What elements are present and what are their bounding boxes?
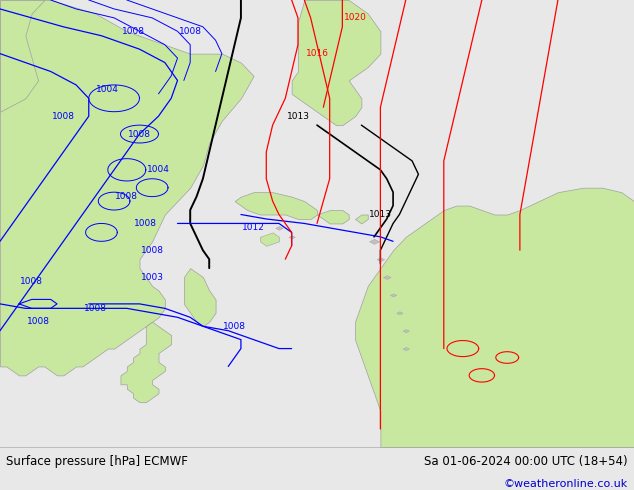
Text: 1008: 1008: [52, 112, 75, 121]
Text: 1008: 1008: [84, 304, 107, 313]
Text: Surface pressure [hPa] ECMWF: Surface pressure [hPa] ECMWF: [6, 456, 188, 468]
Text: ©weatheronline.co.uk: ©weatheronline.co.uk: [503, 479, 628, 489]
Text: 1004: 1004: [147, 165, 170, 174]
Text: 1012: 1012: [242, 223, 265, 232]
Text: 1008: 1008: [128, 129, 151, 139]
Text: 1004: 1004: [96, 85, 119, 94]
Text: Sa 01-06-2024 00:00 UTC (18+54): Sa 01-06-2024 00:00 UTC (18+54): [424, 456, 628, 468]
Text: 1008: 1008: [122, 27, 145, 36]
Text: 1008: 1008: [179, 27, 202, 36]
Text: 1003: 1003: [141, 272, 164, 282]
Text: 1016: 1016: [306, 49, 328, 58]
Text: 1008: 1008: [20, 277, 43, 286]
Text: 1008: 1008: [134, 219, 157, 228]
Text: 1008: 1008: [141, 246, 164, 255]
Text: 1020: 1020: [344, 13, 366, 23]
Text: 1008: 1008: [27, 317, 49, 326]
Text: 1013: 1013: [287, 112, 309, 121]
Text: 1008: 1008: [115, 192, 138, 201]
Text: 1008: 1008: [223, 322, 246, 331]
Text: 1013: 1013: [369, 210, 392, 219]
